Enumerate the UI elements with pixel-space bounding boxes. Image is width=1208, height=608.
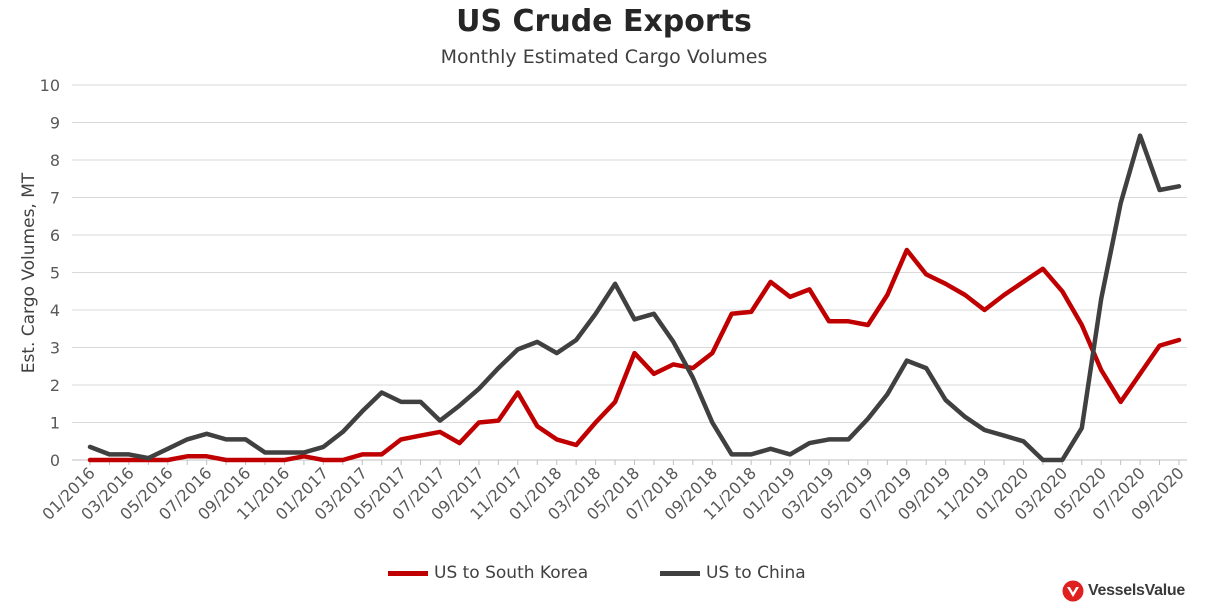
legend-label-south-korea: US to South Korea [434,563,589,583]
legend-label-china: US to China [706,563,806,583]
chart-title: US Crude Exports [456,4,752,39]
legend-swatch-china [660,570,700,576]
y-tick-label: 6 [50,226,60,245]
y-tick-label: 5 [50,264,60,283]
y-tick-label: 4 [50,301,60,320]
legend-item-south-korea: US to South Korea [388,560,588,586]
y-tick-label: 9 [50,114,60,133]
y-tick-label: 0 [50,451,60,470]
series-lines [87,133,1182,463]
chart-subtitle: Monthly Estimated Cargo Volumes [440,46,768,68]
y-tick-label: 1 [50,414,60,433]
y-tick-label: 8 [50,151,60,170]
series-line-south-korea [87,247,1182,463]
logo-text: VesselsValue [1088,582,1185,599]
legend-swatch-south-korea [388,570,428,576]
x-tick-labels: 01/201603/201605/201607/201609/201611/20… [38,460,1188,524]
vesselsvalue-logo-icon [1062,580,1084,602]
y-tick-label: 2 [50,376,60,395]
gridlines [72,84,1187,461]
series-line-china [87,133,1182,463]
y-tick-labels: 0 1 2 3 4 5 6 7 8 9 10 [40,76,60,470]
vesselsvalue-logo: VesselsValue [1062,578,1185,604]
legend: US to South Korea US to China [0,560,1208,586]
legend-item-china: US to China [660,560,806,586]
y-axis-label: Est. Cargo Volumes, MT [19,172,39,373]
y-tick-label: 3 [50,339,60,358]
y-tick-label: 7 [50,189,60,208]
y-tick-label: 10 [40,76,60,95]
